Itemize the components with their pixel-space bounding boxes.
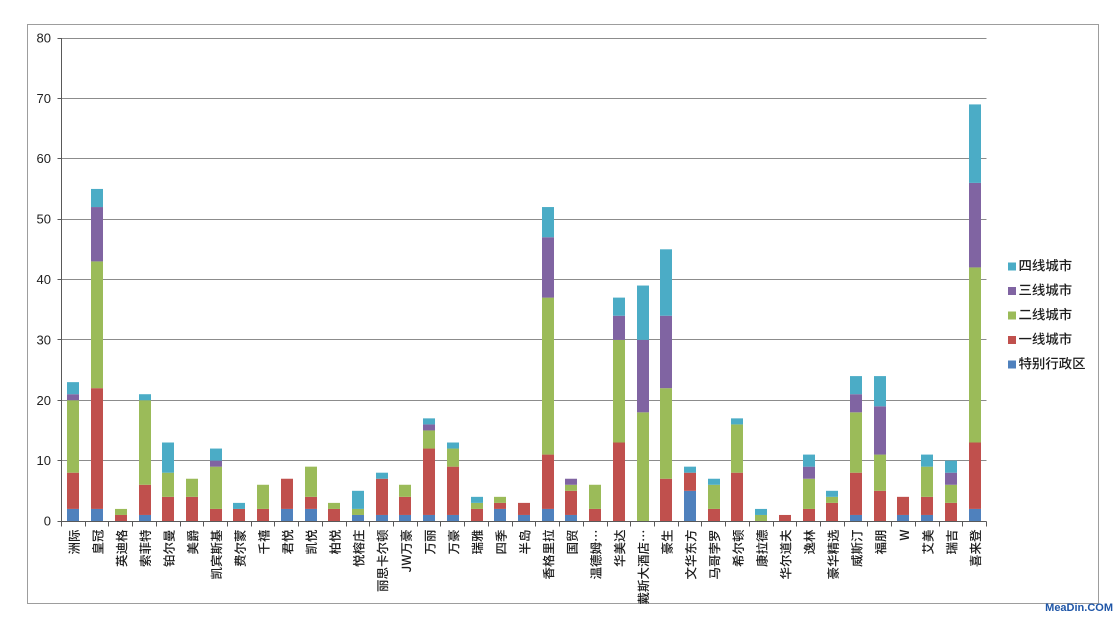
svg-text:80: 80 bbox=[37, 31, 51, 46]
svg-text:0: 0 bbox=[44, 514, 51, 529]
svg-text:30: 30 bbox=[37, 332, 51, 347]
svg-text:MeaDin.COM: MeaDin.COM bbox=[1045, 602, 1113, 614]
svg-text:10: 10 bbox=[37, 453, 51, 468]
svg-text:50: 50 bbox=[37, 212, 51, 227]
svg-text:60: 60 bbox=[37, 151, 51, 166]
svg-text:20: 20 bbox=[37, 393, 51, 408]
svg-text:70: 70 bbox=[37, 91, 51, 106]
svg-text:40: 40 bbox=[37, 272, 51, 287]
